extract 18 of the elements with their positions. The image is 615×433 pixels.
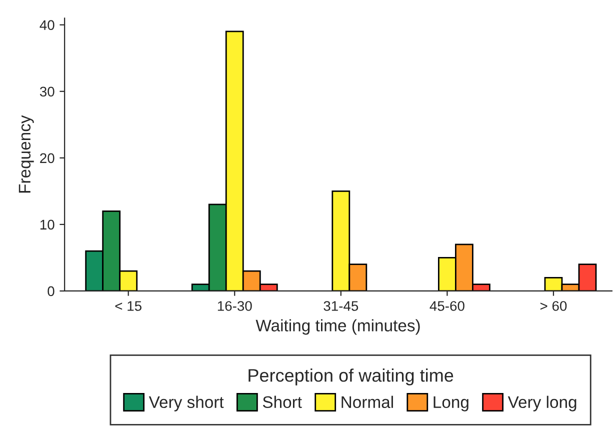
x-axis-title: Waiting time (minutes) (256, 319, 420, 335)
legend-title: Perception of waiting time (248, 368, 454, 386)
y-tick-label: 20 (40, 153, 54, 164)
legend-label: Short (262, 396, 302, 408)
legend-label: Long (434, 396, 468, 412)
legend-label: Normal (342, 396, 393, 408)
legend-label: Very long (508, 396, 576, 412)
x-tick-label: 16-30 (218, 301, 252, 311)
x-tick-label: < 15 (115, 301, 142, 311)
x-tick-label: > 60 (540, 301, 567, 311)
x-tick-label: 31-45 (324, 301, 358, 311)
y-tick-label: 40 (40, 20, 54, 30)
y-tick-label: 30 (40, 86, 54, 97)
x-tick-label: 45-60 (430, 301, 464, 311)
y-tick-label: 10 (40, 220, 54, 230)
y-axis-title: Frequency (18, 115, 34, 193)
legend-label: Very short (148, 396, 224, 412)
y-tick-label: 0 (48, 286, 54, 296)
